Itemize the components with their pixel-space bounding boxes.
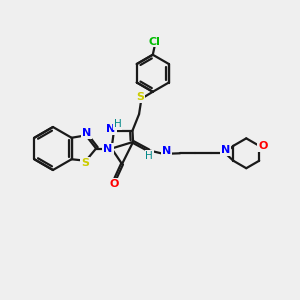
Text: N: N xyxy=(82,128,91,138)
Text: N: N xyxy=(221,145,231,155)
Text: N: N xyxy=(162,146,171,157)
Text: N: N xyxy=(103,143,112,154)
Text: H: H xyxy=(145,151,153,161)
Text: O: O xyxy=(258,141,268,151)
Text: S: S xyxy=(136,92,144,102)
Text: S: S xyxy=(81,158,89,167)
Text: N: N xyxy=(106,124,116,134)
Text: O: O xyxy=(110,179,119,189)
Text: Cl: Cl xyxy=(149,37,161,46)
Text: H: H xyxy=(114,119,122,129)
